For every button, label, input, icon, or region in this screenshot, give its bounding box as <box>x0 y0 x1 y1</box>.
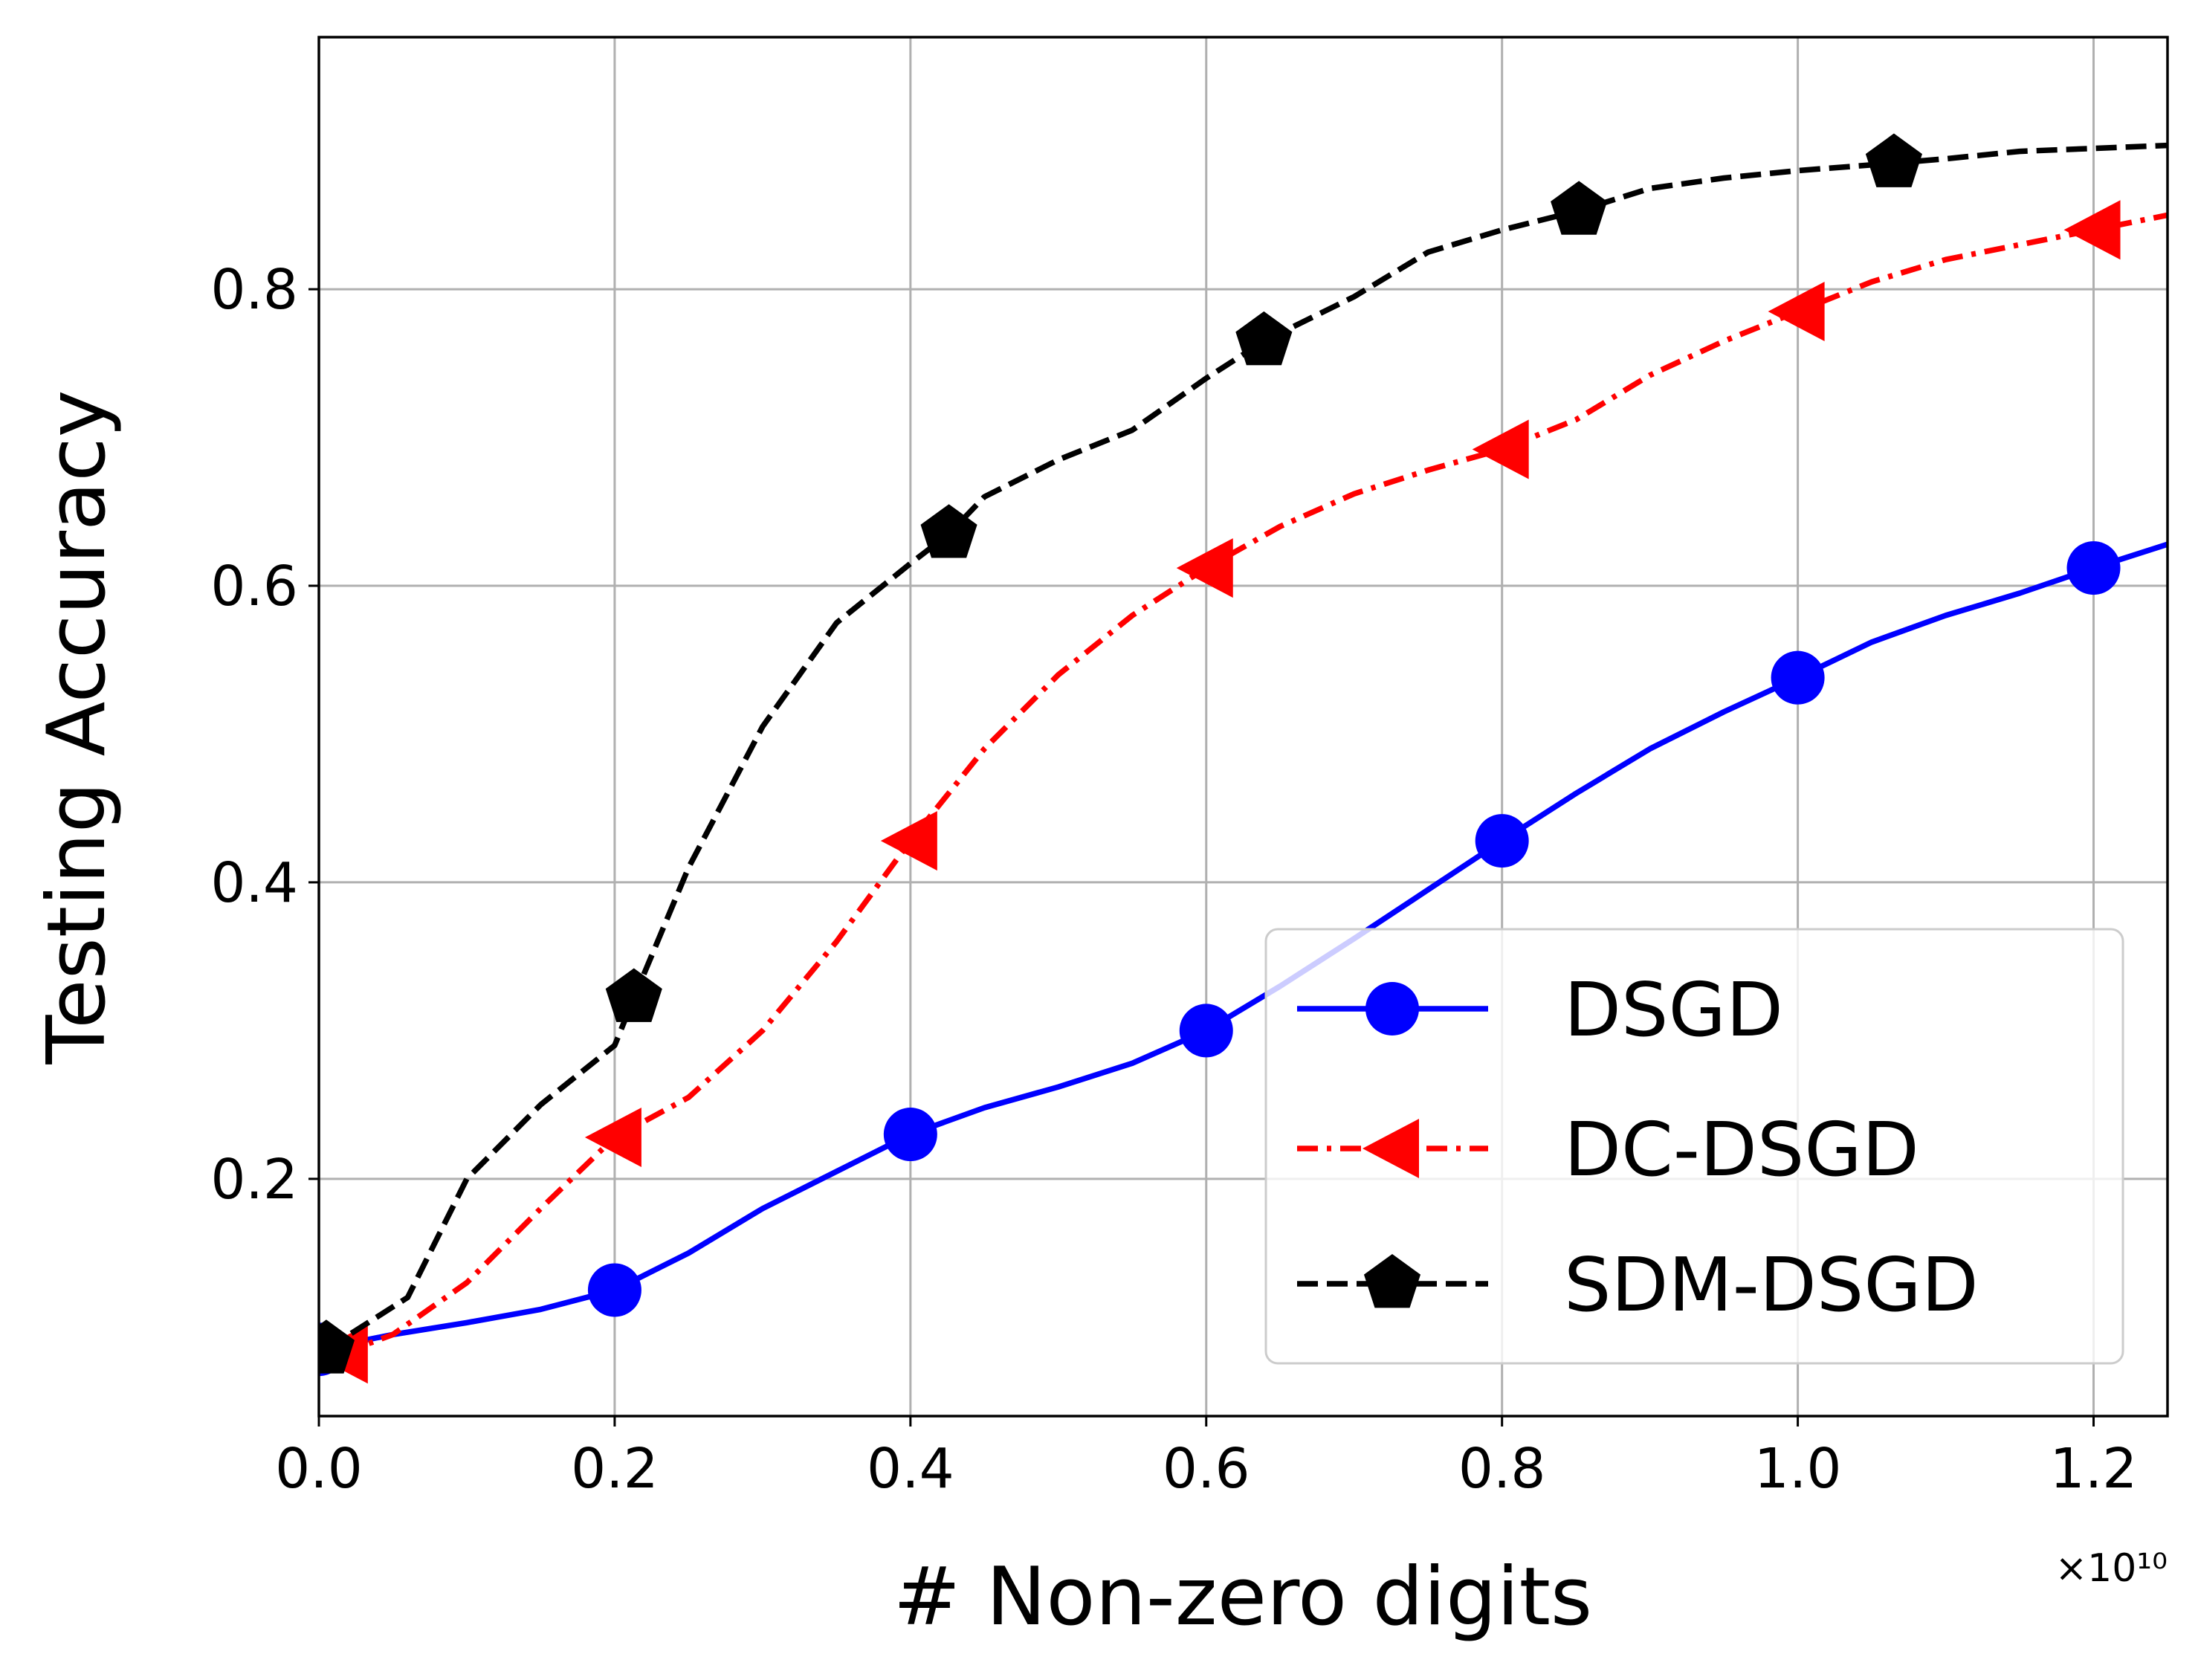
data-point-dc-dsgd <box>2063 200 2121 260</box>
data-point-dsgd <box>2066 541 2121 595</box>
data-point-dsgd <box>1179 1004 1233 1058</box>
data-point-dc-dsgd <box>1176 538 1233 598</box>
legend-marker-sdm-dsgd <box>1363 1254 1421 1308</box>
series-sdm-dsgd <box>319 133 2168 1374</box>
data-point-dsgd <box>883 1108 937 1162</box>
x-tick-label: 0.0 <box>275 1437 363 1501</box>
legend-item-sdm-dsgd: SDM-DSGD <box>1297 1241 1979 1328</box>
legend-box <box>1264 928 2124 1365</box>
data-point-dc-dsgd <box>584 1108 641 1168</box>
legend-label-dsgd: DSGD <box>1564 966 1783 1053</box>
x-tick-label: 1.0 <box>1754 1437 1842 1501</box>
data-point-dsgd <box>1475 814 1529 868</box>
x-tick-label: 0.6 <box>1163 1437 1250 1501</box>
ticks: 0.0 0.2 0.4 0.6 0.8 1.0 1.2 0.2 0.4 0.6 0.8 <box>210 258 2137 1501</box>
series-dc-dsgd <box>319 200 2168 1384</box>
x-tick-label: 0.8 <box>1458 1437 1546 1501</box>
plot-frame <box>317 36 2169 1418</box>
y-tick-label: 0.4 <box>210 851 298 915</box>
data-point-sdm-dsgd <box>605 968 662 1022</box>
data-point-dsgd <box>1771 650 1825 705</box>
legend-item-dc-dsgd: DC-DSGD <box>1297 1106 1919 1193</box>
series-line-dc-dsgd <box>340 212 2168 1357</box>
data-point-dsgd <box>587 1263 641 1317</box>
data-point-sdm-dsgd <box>1551 181 1608 235</box>
x-offset-label: ×10¹⁰ <box>2055 1546 2168 1591</box>
data-point-sdm-dsgd <box>920 504 977 558</box>
legend-marker-dc-dsgd <box>1363 1119 1419 1178</box>
legend-label-dc-dsgd: DC-DSGD <box>1564 1106 1919 1193</box>
y-tick-label: 0.6 <box>210 555 298 618</box>
grid <box>317 37 2168 1416</box>
y-tick-label: 0.2 <box>210 1148 298 1212</box>
data-point-sdm-dsgd <box>1235 311 1293 366</box>
data-point-dc-dsgd <box>880 811 937 871</box>
y-tick-label: 0.8 <box>210 258 298 322</box>
x-tick-label: 0.4 <box>867 1437 954 1501</box>
data-point-sdm-dsgd <box>319 1319 355 1374</box>
legend-label-sdm-dsgd: SDM-DSGD <box>1564 1241 1979 1328</box>
x-tick-label: 1.2 <box>2050 1437 2138 1501</box>
legend-marker-dsgd <box>1365 982 1419 1036</box>
series-layer <box>319 133 2168 1384</box>
legend: DSGD DC-DSGD SDM-DSGD <box>1264 928 2124 1365</box>
x-tick-label: 0.2 <box>571 1437 659 1501</box>
y-axis-title: Testing Accuracy <box>30 390 123 1064</box>
data-point-sdm-dsgd <box>1865 133 1922 187</box>
x-axis-title: # Non-zero digits <box>893 1551 1592 1644</box>
data-point-dc-dsgd <box>1768 282 1825 342</box>
data-point-dc-dsgd <box>1472 419 1529 479</box>
legend-item-dsgd: DSGD <box>1297 966 1783 1053</box>
